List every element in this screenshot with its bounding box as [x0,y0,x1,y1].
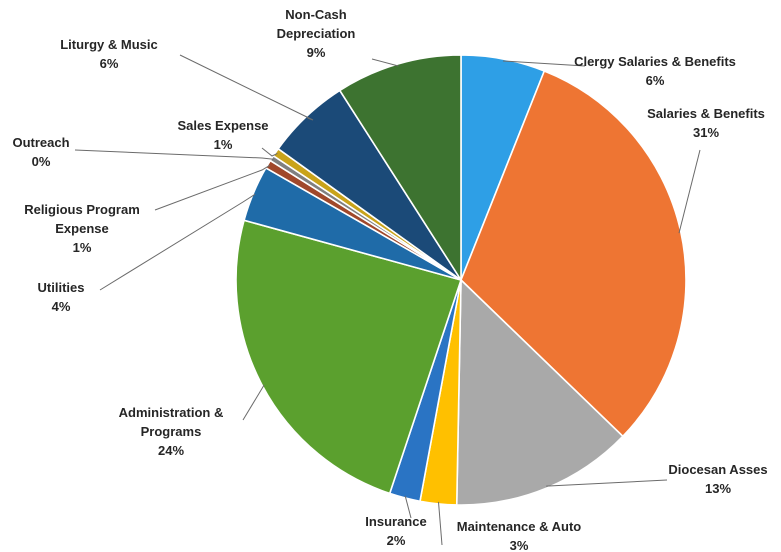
slice-label: Religious Program Expense 1% [24,202,140,255]
slice-label: Diocesan Asses 13% [668,462,767,496]
pie-slices [235,54,687,506]
slice-label: Utilities 4% [38,280,85,314]
slice-name: Religious Program [24,202,140,217]
pie-slice-non-cash-depreciation [338,54,462,283]
slice-labels: Clergy Salaries & Benefits 6% Salaries & B… [12,7,767,552]
slice-label: Administration & Programs 24% [119,405,224,458]
slice-name: Maintenance & Auto [457,519,582,534]
slice-label: Insurance 2% [365,514,426,548]
slice-name: Salaries & Benefits [647,106,765,121]
leader-line [438,501,443,546]
slice-name: Insurance [365,514,426,529]
slice-percent: 9% [307,45,326,60]
slice-name: Depreciation [277,26,356,41]
leader-line [242,384,265,421]
leader-line [179,54,314,121]
pie-slice-salaries-benefits [460,69,687,438]
slice-name: Diocesan Asses [668,462,767,477]
slice-percent: 24% [158,443,184,458]
slice-name: Expense [55,221,108,236]
leader-line [502,60,586,67]
slice-percent: 6% [646,73,665,88]
slice-name: Utilities [38,280,85,295]
leader-line [678,149,701,234]
slice-name: Administration & [119,405,224,420]
leader-line [261,147,278,157]
slice-label: Clergy Salaries & Benefits 6% [574,54,736,88]
pie-slice-administration-programs [235,219,463,495]
slice-percent: 3% [510,538,529,552]
slice-percent: 4% [52,299,71,314]
slice-percent: 13% [705,481,731,496]
leader-line [99,193,256,291]
slice-percent: 6% [100,56,119,71]
leader-line [546,479,668,487]
leader-lines [74,54,701,546]
slice-percent: 1% [73,240,92,255]
slice-name: Programs [141,424,202,439]
leader-line [154,164,271,211]
leader-line [404,495,412,519]
slice-label: Outreach 0% [12,135,69,169]
slice-percent: 0% [32,154,51,169]
slice-name: Liturgy & Music [60,37,158,52]
slice-label: Non-Cash Depreciation 9% [277,7,356,60]
leader-line [74,149,274,160]
slice-name: Sales Expense [177,118,268,133]
slice-percent: 31% [693,125,719,140]
leader-line [371,58,399,67]
slice-label: Sales Expense 1% [177,118,268,152]
slice-percent: 2% [387,533,406,548]
slice-name: Non-Cash [285,7,346,22]
pie-slice-diocesan-asses [455,278,624,506]
slice-label: Salaries & Benefits 31% [647,106,765,140]
slice-label: Liturgy & Music 6% [60,37,158,71]
slice-label: Maintenance & Auto 3% [457,519,582,552]
slice-name: Outreach [12,135,69,150]
slice-percent: 1% [214,137,233,152]
slice-name: Clergy Salaries & Benefits [574,54,736,69]
